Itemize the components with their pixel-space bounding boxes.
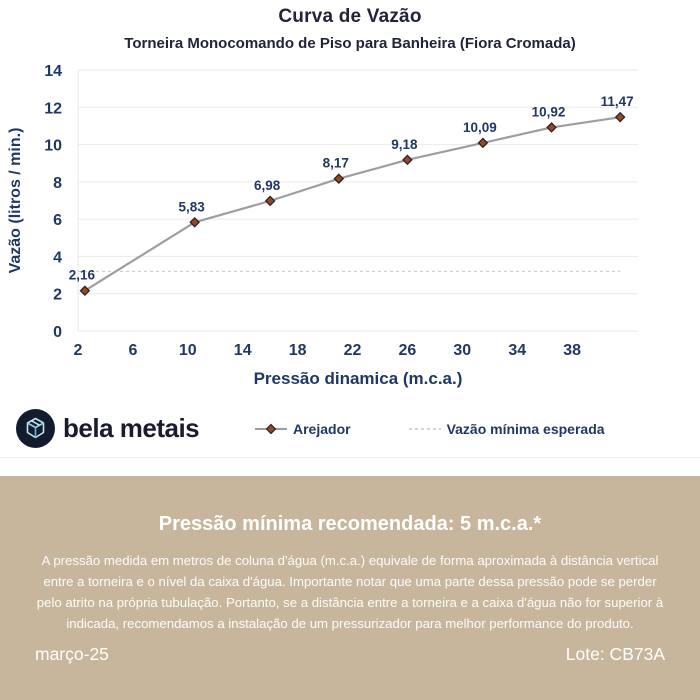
svg-text:26: 26: [399, 342, 417, 359]
dotted-line-icon: [408, 428, 441, 430]
y-axis-ticks: 0 2 4 6 8 10 12 14: [44, 63, 62, 341]
svg-text:6: 6: [53, 212, 62, 229]
section-divider: [0, 457, 700, 458]
svg-text:11,47: 11,47: [601, 94, 634, 109]
legend-item-vazao-minima: Vazão mínima esperada: [408, 421, 605, 437]
gridlines: [77, 69, 638, 332]
svg-text:9,18: 9,18: [391, 137, 418, 152]
svg-text:6: 6: [128, 342, 137, 359]
pressure-explanation-text: A pressão medida em metros de coluna d'á…: [36, 553, 664, 631]
svg-text:2,16: 2,16: [69, 268, 96, 283]
lot-label: Lote: CB73A: [565, 644, 665, 664]
data-labels: 2,16 5,83 6,98 8,17 9,18 10,09 10,92 11,47: [69, 94, 634, 283]
logo-text: bela metais: [63, 413, 200, 443]
svg-text:10,09: 10,09: [463, 120, 497, 135]
svg-text:14: 14: [234, 342, 252, 359]
svg-text:4: 4: [53, 249, 62, 266]
legend-item-arejador: Arejador: [255, 421, 351, 437]
svg-text:22: 22: [344, 342, 362, 359]
legend-label: Arejador: [293, 421, 351, 437]
svg-text:14: 14: [44, 63, 62, 80]
info-panel: Pressão mínima recomendada: 5 m.c.a.* A …: [0, 476, 700, 700]
page-title: Curva de Vazão: [278, 6, 422, 27]
svg-text:30: 30: [453, 342, 471, 359]
page-subtitle: Torneira Monocomando de Piso para Banhei…: [124, 35, 576, 52]
logo: bela metais: [16, 409, 200, 448]
svg-text:8,17: 8,17: [323, 156, 349, 171]
arejador-series-line: [84, 116, 621, 292]
arejador-markers: [79, 111, 626, 297]
svg-text:10: 10: [179, 342, 197, 359]
legend-label: Vazão mínima esperada: [446, 421, 605, 437]
svg-text:34: 34: [508, 342, 526, 359]
svg-text:0: 0: [53, 324, 62, 341]
svg-text:38: 38: [563, 342, 581, 359]
svg-text:8: 8: [53, 175, 62, 192]
y-axis-title: Vazão (litros / min.): [7, 128, 24, 274]
bela-metais-logo-icon: [16, 409, 55, 448]
x-axis-ticks: 2 6 10 14 18 22 26 30 34 38: [74, 342, 582, 359]
svg-text:2: 2: [74, 342, 83, 359]
svg-text:2: 2: [53, 287, 62, 304]
svg-text:12: 12: [44, 100, 62, 117]
min-pressure-heading: Pressão mínima recomendada: 5 m.c.a.*: [158, 513, 542, 535]
svg-text:6,98: 6,98: [254, 178, 281, 193]
chart-legend: Arejador Vazão mínima esperada: [255, 417, 685, 441]
svg-text:18: 18: [289, 342, 307, 359]
svg-text:5,83: 5,83: [179, 199, 206, 214]
date-label: março-25: [35, 644, 109, 664]
arejador-line-marker-icon: [255, 423, 287, 435]
svg-text:10: 10: [44, 138, 62, 155]
svg-text:10,92: 10,92: [532, 104, 566, 119]
x-axis-title: Pressão dinamica (m.c.a.): [254, 369, 463, 388]
